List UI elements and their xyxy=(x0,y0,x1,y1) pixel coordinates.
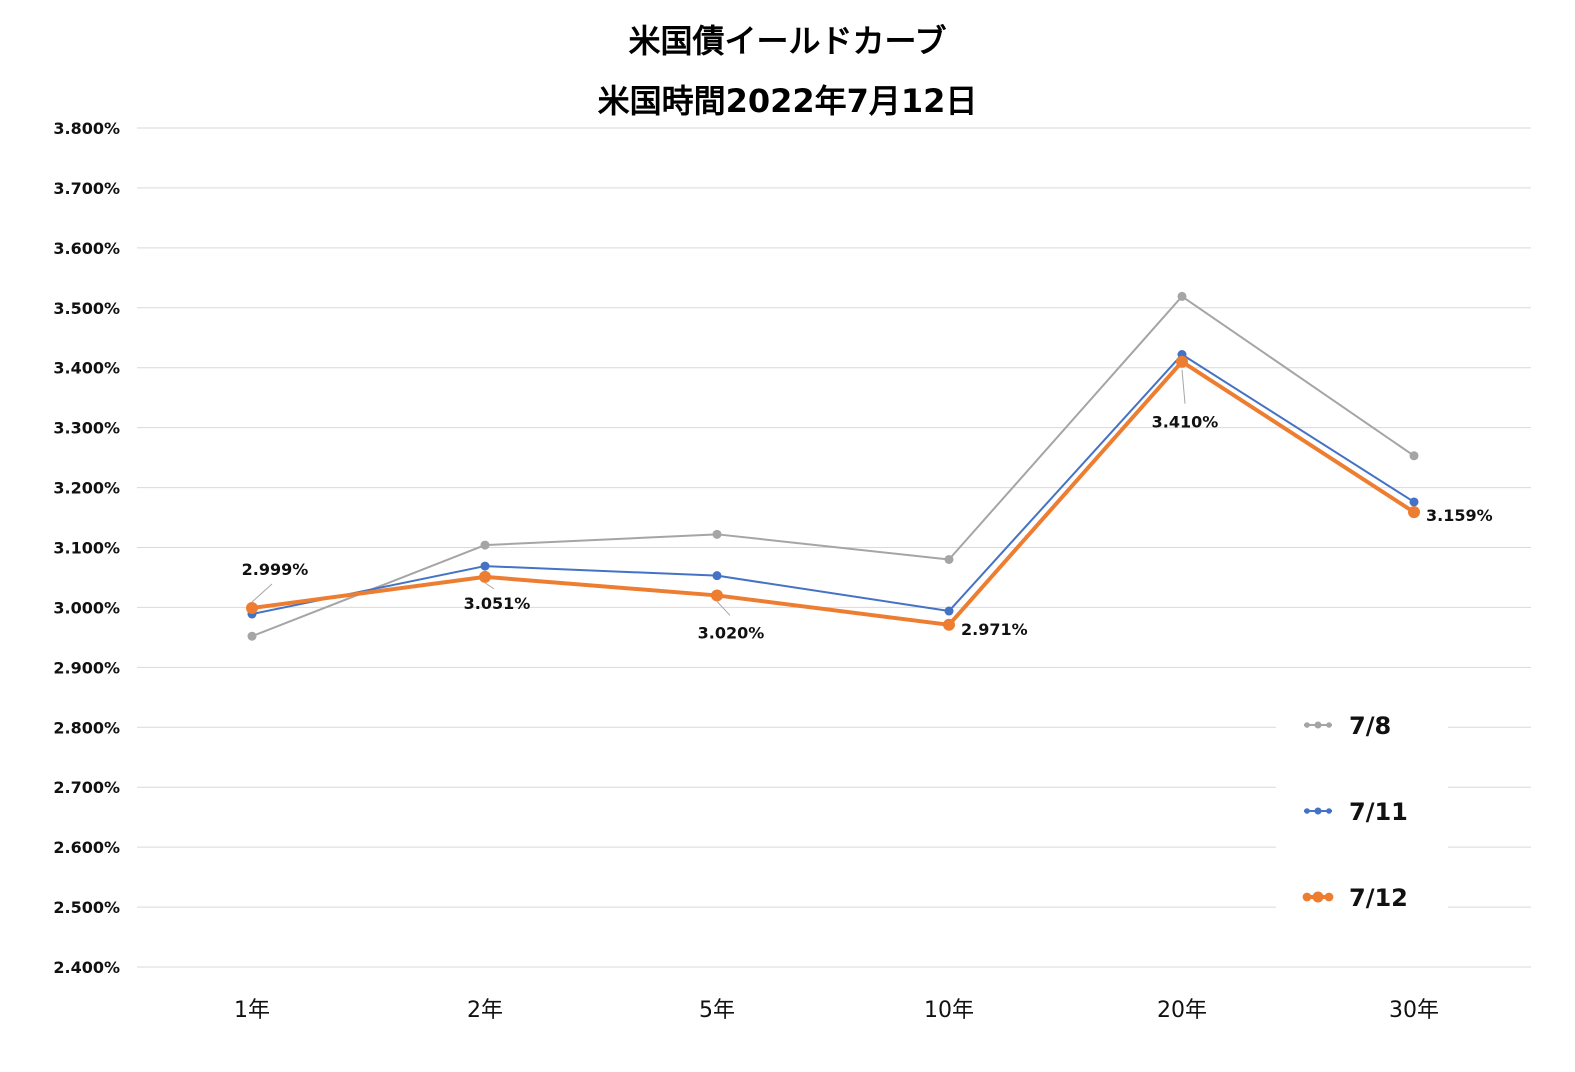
y-tick-label: 3.000% xyxy=(53,598,120,617)
y-tick-label: 3.400% xyxy=(53,359,120,378)
x-tick-label: 20年 xyxy=(1157,998,1207,1023)
x-tick-label: 1年 xyxy=(234,998,270,1023)
data-label: 2.971% xyxy=(961,620,1028,639)
legend-swatch-point xyxy=(1304,808,1310,814)
series-line xyxy=(251,353,1415,616)
legend-swatch-point xyxy=(1314,721,1322,729)
data-point xyxy=(247,631,257,641)
data-point xyxy=(480,540,490,550)
y-tick-label: 2.800% xyxy=(53,718,120,737)
data-point xyxy=(712,571,722,581)
y-tick-label: 3.700% xyxy=(53,179,120,198)
data-point xyxy=(480,561,490,571)
data-point xyxy=(712,529,722,539)
y-tick-label: 3.600% xyxy=(53,239,120,258)
legend-swatch-point xyxy=(1324,892,1334,902)
legend-label: 7/11 xyxy=(1349,798,1408,826)
legend-swatch-point xyxy=(1312,891,1324,903)
data-point xyxy=(711,589,723,602)
data-point xyxy=(1177,291,1187,301)
y-tick-label: 2.900% xyxy=(53,658,120,677)
legend-box xyxy=(1276,688,1448,922)
data-point xyxy=(1176,355,1188,368)
data-label-leader xyxy=(251,583,273,603)
data-label: 3.051% xyxy=(464,594,531,613)
series-line xyxy=(251,359,1416,627)
y-tick-label: 2.600% xyxy=(53,838,120,857)
data-point xyxy=(246,602,258,615)
legend-swatch-point xyxy=(1326,808,1332,814)
y-tick-label: 3.500% xyxy=(53,299,120,318)
chart-subtitle: 米国時間2022年7月12日 xyxy=(597,82,978,120)
data-label-leader xyxy=(484,582,495,590)
data-point xyxy=(944,554,954,564)
x-tick-label: 10年 xyxy=(924,998,974,1023)
data-point xyxy=(1408,506,1420,519)
legend-swatch-point xyxy=(1326,722,1332,728)
x-tick-label: 2年 xyxy=(467,998,503,1023)
y-tick-label: 2.400% xyxy=(53,958,120,977)
data-point xyxy=(1409,497,1419,507)
data-label: 3.020% xyxy=(698,623,765,642)
data-label: 3.159% xyxy=(1426,506,1493,525)
y-tick-label: 3.200% xyxy=(53,479,120,498)
legend-swatch-point xyxy=(1302,892,1312,902)
legend-label: 7/12 xyxy=(1349,884,1408,912)
x-tick-label: 5年 xyxy=(699,998,735,1023)
data-label-leader xyxy=(716,601,731,616)
data-point xyxy=(1409,451,1419,461)
legend-label: 7/8 xyxy=(1349,712,1391,740)
data-label: 2.999% xyxy=(242,560,309,579)
y-tick-label: 3.800% xyxy=(53,119,120,138)
data-point xyxy=(943,618,955,631)
legend-swatch-point xyxy=(1304,722,1310,728)
y-tick-label: 2.500% xyxy=(53,898,120,917)
x-tick-label: 30年 xyxy=(1389,998,1439,1023)
data-label-leader xyxy=(1181,369,1186,404)
y-tick-label: 2.700% xyxy=(53,778,120,797)
chart-title: 米国債イールドカーブ xyxy=(628,22,947,60)
data-point xyxy=(479,570,491,583)
series-line xyxy=(251,295,1415,638)
y-tick-label: 3.300% xyxy=(53,419,120,438)
legend-swatch-point xyxy=(1314,807,1322,815)
data-point xyxy=(944,606,954,616)
data-label: 3.410% xyxy=(1152,413,1219,432)
y-tick-label: 3.100% xyxy=(53,539,120,558)
